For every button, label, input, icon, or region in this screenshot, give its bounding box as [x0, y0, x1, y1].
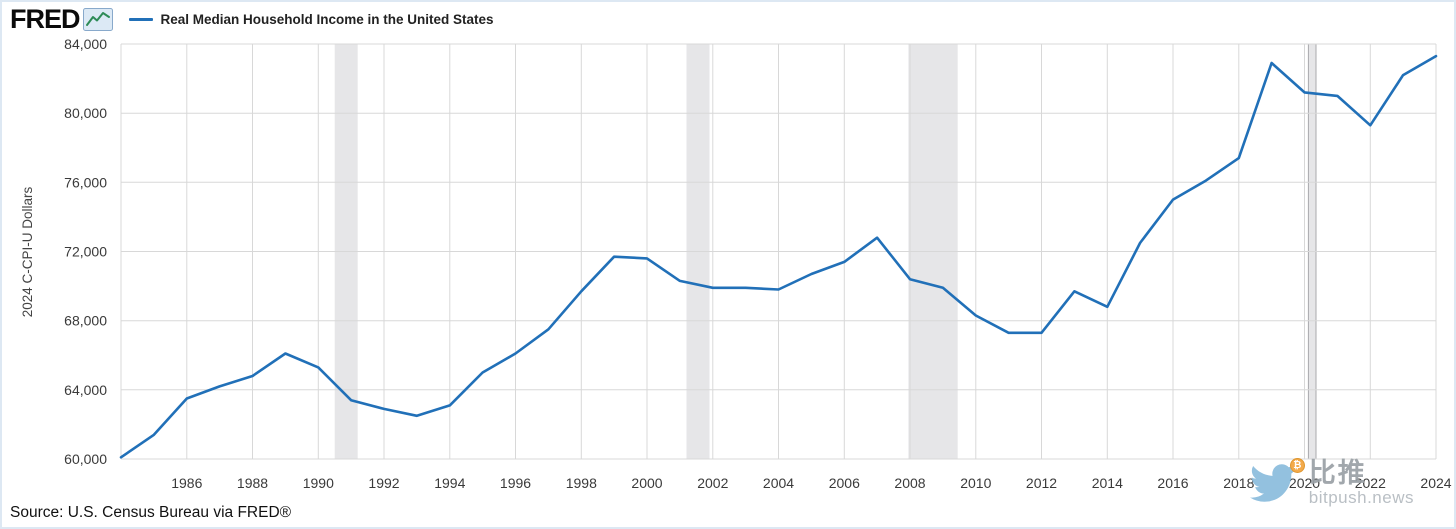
x-tick-label: 2010	[960, 475, 991, 491]
x-tick-label: 1992	[368, 475, 399, 491]
legend-line-swatch	[128, 17, 153, 21]
x-tick-label: 2006	[829, 475, 860, 491]
fred-sparkline-icon	[82, 7, 113, 31]
x-tick-label: 1990	[303, 475, 334, 491]
legend-series-label: Real Median Household Income in the Unit…	[160, 11, 494, 27]
chart-header: FRED Real Median Household Income in the…	[2, 2, 1454, 36]
y-tick-label: 64,000	[64, 382, 107, 398]
x-tick-label: 1998	[566, 475, 597, 491]
fred-logo: FRED	[10, 3, 113, 34]
y-tick-label: 84,000	[64, 36, 107, 52]
y-tick-label: 68,000	[64, 313, 107, 329]
x-tick-label: 2012	[1026, 475, 1057, 491]
y-axis-title: 2024 C-CPI-U Dollars	[20, 186, 35, 317]
y-tick-label: 80,000	[64, 105, 107, 121]
y-tick-label: 60,000	[64, 451, 107, 467]
income-line-chart: 60,000 64,000 68,000 72,000 76,000 80,000 84,0…	[20, 36, 1452, 491]
x-tick-label: 2016	[1157, 475, 1188, 491]
x-tick-label: 2008	[894, 475, 925, 491]
x-tick-label: 2004	[763, 475, 794, 491]
x-tick-label: 1986	[171, 475, 202, 491]
x-tick-label: 1994	[434, 475, 465, 491]
x-tick-label: 2018	[1223, 475, 1254, 491]
x-tick-label: 2024	[1420, 475, 1451, 491]
source-note: Source: U.S. Census Bureau via FRED®	[10, 504, 292, 521]
x-tick-label: 1996	[500, 475, 531, 491]
y-tick-label: 72,000	[64, 244, 107, 260]
x-tick-label: 2002	[697, 475, 728, 491]
x-tick-label: 2000	[631, 475, 662, 491]
chart-legend: Real Median Household Income in the Unit…	[128, 11, 494, 27]
fred-logo-text: FRED	[10, 3, 80, 34]
income-line	[119, 54, 1438, 459]
y-tick-label: 76,000	[64, 174, 107, 190]
x-tick-label: 1988	[237, 475, 268, 491]
x-tick-label: 2022	[1355, 475, 1386, 491]
x-tick-label: 2020	[1289, 475, 1320, 491]
x-tick-label: 2014	[1092, 475, 1123, 491]
